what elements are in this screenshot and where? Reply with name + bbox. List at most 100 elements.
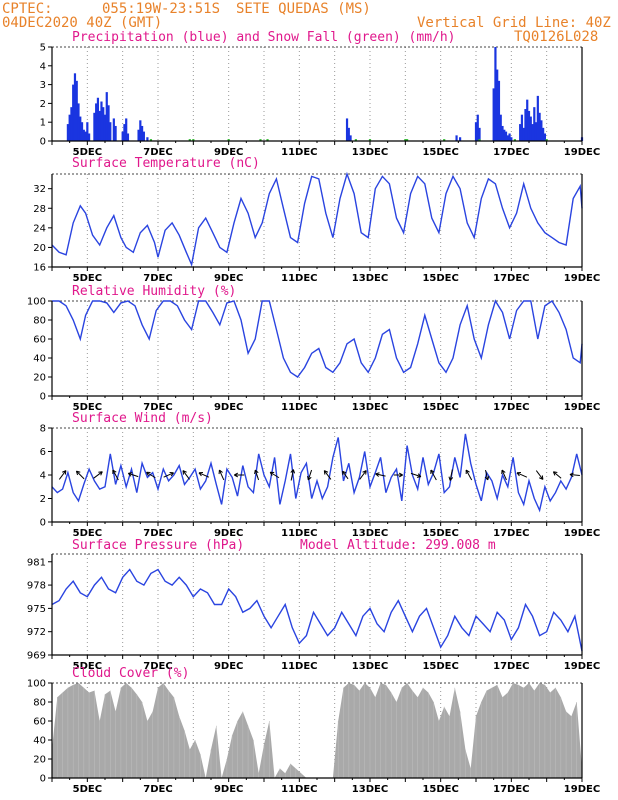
snow-bar xyxy=(406,139,409,141)
wind-arrow xyxy=(465,469,473,481)
y-tick-label: 978 xyxy=(27,581,46,592)
wind-arrow xyxy=(146,471,156,479)
y-tick-label: 100 xyxy=(27,679,46,690)
y-tick-label: 3 xyxy=(40,80,46,91)
precip-bar xyxy=(141,125,144,141)
precip-bar xyxy=(504,131,508,141)
snow-bar xyxy=(227,139,230,141)
precip-bar xyxy=(455,135,458,141)
precip-bar xyxy=(527,110,531,141)
precip-bar xyxy=(109,122,112,141)
snow-bar xyxy=(368,139,372,141)
y-tick-label: 4 xyxy=(40,471,46,482)
x-tick-label: 7DEC xyxy=(143,147,172,158)
wind-arrow xyxy=(552,471,562,479)
x-tick-label: 9DEC xyxy=(214,273,243,284)
wind-arrow xyxy=(218,469,225,481)
wind-arrow xyxy=(393,472,403,478)
x-tick-label: 13DEC xyxy=(352,402,388,413)
precip-bar xyxy=(536,95,539,141)
precip-bar xyxy=(508,133,511,141)
wind-arrow xyxy=(75,470,85,480)
precip-bar xyxy=(82,129,85,141)
x-tick-label: 19DEC xyxy=(564,273,600,284)
x-tick-label: 7DEC xyxy=(143,273,172,284)
y-tick-label: 20 xyxy=(33,755,46,766)
precip-bar xyxy=(121,131,124,141)
x-tick-label: 15DEC xyxy=(422,147,458,158)
x-tick-label: 11DEC xyxy=(281,402,317,413)
x-tick-label: 9DEC xyxy=(214,528,243,539)
snow-bar xyxy=(266,139,269,141)
precip-bar xyxy=(70,107,73,141)
precip-bar xyxy=(98,110,101,141)
snow-bar xyxy=(478,139,481,141)
precip-bar xyxy=(531,124,534,141)
x-tick-label: 13DEC xyxy=(352,784,388,795)
wind-arrow xyxy=(359,470,367,480)
precip-bar xyxy=(103,114,107,141)
y-tick-label: 60 xyxy=(33,335,46,346)
y-tick-label: 5 xyxy=(40,43,46,54)
precip-bar xyxy=(522,127,525,141)
precip-bar xyxy=(506,135,509,141)
x-tick-label: 9DEC xyxy=(214,784,243,795)
precip-bar xyxy=(66,124,69,141)
wind-arrow xyxy=(569,472,580,478)
y-tick-label: 6 xyxy=(40,447,46,458)
precip-bar xyxy=(72,84,75,141)
x-tick-label: 11DEC xyxy=(281,661,317,672)
precip-bar xyxy=(497,80,501,141)
cloud-title: Cloud Cover (%) xyxy=(72,666,190,681)
precip-bar xyxy=(79,116,82,141)
pres-line xyxy=(51,568,583,652)
precip-bar xyxy=(112,118,115,141)
header-grid-note: Vertical Grid Line: 40Z xyxy=(417,15,611,31)
x-tick-label: 5DEC xyxy=(73,661,102,672)
x-tick-label: 5DEC xyxy=(73,273,102,284)
precip-bar xyxy=(533,107,536,141)
wind-arrow xyxy=(182,470,190,480)
precip-bar xyxy=(142,131,145,141)
wind-arrow xyxy=(430,469,437,481)
x-tick-label: 11DEC xyxy=(281,784,317,795)
x-tick-label: 7DEC xyxy=(143,528,172,539)
precip-bar xyxy=(510,137,513,141)
precip-panel: 0 1 2 3 4 5 5DEC 7DEC 9DEC 11DEC 13DEC 15DEC 17DEC 19… xyxy=(40,43,601,159)
precip-bar xyxy=(542,127,545,141)
precip-bar xyxy=(347,127,350,141)
precip-bar xyxy=(86,122,89,141)
y-tick-label: 0 xyxy=(40,774,46,785)
y-tick-label: 4 xyxy=(40,61,46,72)
precip-bar xyxy=(126,133,130,141)
y-tick-label: 0 xyxy=(40,137,46,148)
precip-bar xyxy=(519,124,522,141)
y-tick-label: 2 xyxy=(40,494,46,505)
x-tick-label: 15DEC xyxy=(422,402,458,413)
precip-bar xyxy=(499,114,502,141)
y-tick-label: 0 xyxy=(40,392,46,403)
y-tick-label: 40 xyxy=(33,354,46,365)
x-tick-label: 5DEC xyxy=(73,147,102,158)
y-tick-label: 969 xyxy=(27,651,46,662)
x-tick-label: 9DEC xyxy=(214,147,243,158)
temp-panel: 16 20 24 28 32 5DEC 7DEC 9DEC 11DEC 13DEC 15DEC 17D… xyxy=(33,171,600,284)
snow-bar xyxy=(259,139,262,141)
precip-bar xyxy=(100,101,103,141)
x-tick-label: 17DEC xyxy=(493,528,529,539)
precip-bar xyxy=(474,122,478,141)
header-source: CPTEC: xyxy=(2,1,53,17)
wind-arrow xyxy=(93,471,103,479)
wind-arrow xyxy=(410,472,422,478)
x-tick-label: 13DEC xyxy=(352,147,388,158)
header-station: SETE QUEDAS (MS) xyxy=(236,1,371,17)
precip-bar xyxy=(146,137,149,141)
x-tick-label: 11DEC xyxy=(281,147,317,158)
precip-bar xyxy=(476,114,479,141)
snow-bar xyxy=(404,139,407,141)
y-tick-label: 100 xyxy=(27,297,46,308)
y-tick-label: 981 xyxy=(27,557,46,568)
pres-annotation: Model Altitude: 299.008 m xyxy=(300,538,496,553)
wind-arrow xyxy=(484,469,490,481)
